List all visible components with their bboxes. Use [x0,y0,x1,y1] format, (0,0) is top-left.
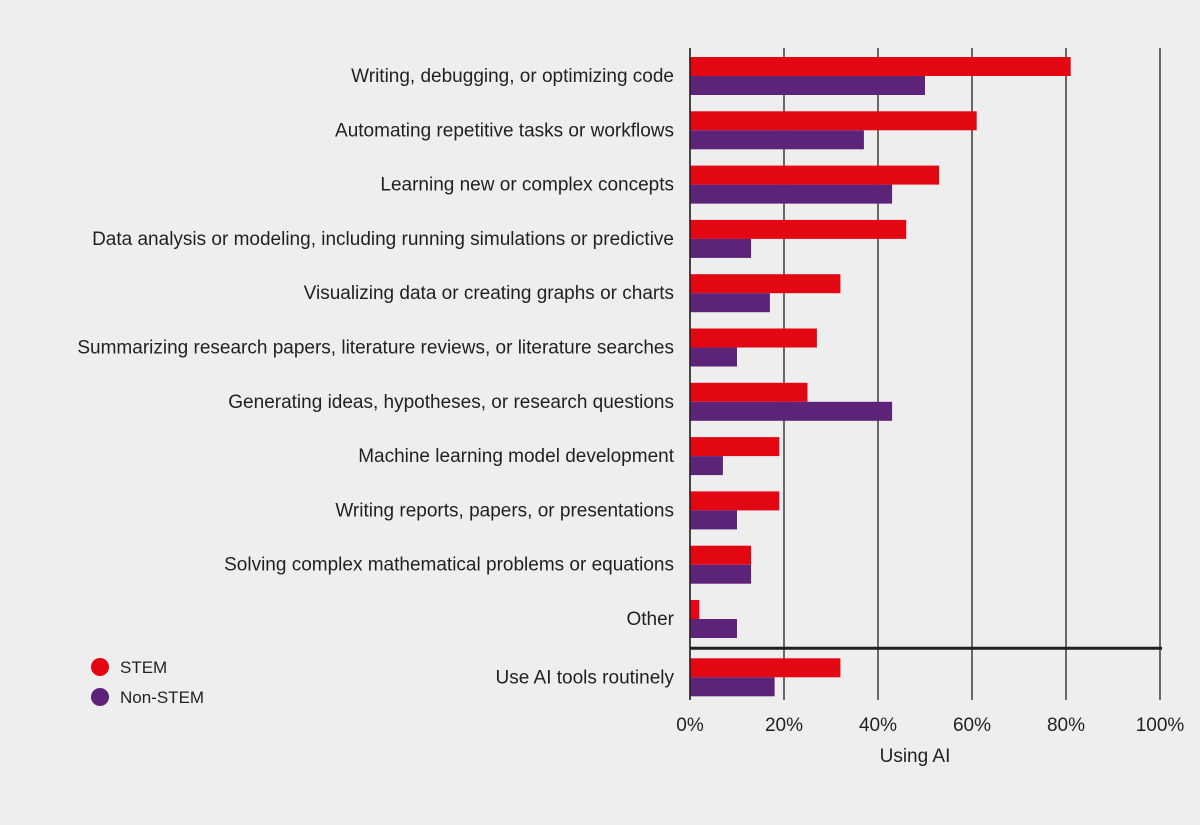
category-label: Other [626,609,674,630]
x-tick-label: 20% [765,715,803,736]
category-label: Learning new or complex concepts [380,175,674,196]
bar-non-stem [690,456,723,476]
category-label: Writing reports, papers, or presentation… [335,500,674,521]
bar-non-stem [690,619,737,638]
bar-stem [690,437,780,457]
bar-non-stem [690,76,925,95]
label-layer: 0% 20% 40% 60% 80% 100% Writing, debugging, or… [77,66,1184,736]
bar-stem [690,165,940,185]
bar-non-stem [690,677,775,697]
bar-stem [690,600,700,619]
x-tick-label: 80% [1047,715,1085,736]
category-label: Generating ideas, hypotheses, or researc… [228,392,674,413]
legend-label: STEM [120,658,167,677]
legend: STEM Non-STEM [91,658,204,707]
bar-non-stem [690,510,737,530]
category-label: Solving complex mathematical problems or… [224,555,674,576]
x-tick-label: 60% [953,715,991,736]
bar-layer [690,57,1071,697]
bar-stem [690,545,752,565]
legend-label: Non-STEM [120,688,204,707]
x-tick-label: 100% [1136,715,1185,736]
bar-non-stem [690,401,893,421]
legend-swatch [91,688,109,706]
bar-stem [690,219,907,239]
bar-stem [690,57,1071,76]
bar-stem [690,274,841,294]
bar-stem [690,111,977,131]
bar-stem [690,658,841,678]
bar-stem [690,491,780,511]
legend-swatch [91,658,109,676]
bar-non-stem [690,184,893,204]
x-axis-title: Using AI [880,746,951,767]
bar-non-stem [690,564,752,584]
x-tick-label: 0% [676,715,704,736]
category-label: Data analysis or modeling, including run… [92,229,674,250]
category-label: Machine learning model development [358,446,675,467]
category-label: Automating repetitive tasks or workflows [335,120,674,141]
bar-stem [690,328,817,348]
bar-non-stem [690,130,864,150]
x-tick-label: 40% [859,715,897,736]
bar-stem [690,382,808,402]
category-label: Use AI tools routinely [496,667,675,688]
category-label: Writing, debugging, or optimizing code [351,66,674,87]
category-label: Visualizing data or creating graphs or c… [304,283,674,304]
category-label: Summarizing research papers, literature … [77,338,674,359]
bar-non-stem [690,347,737,367]
bar-non-stem [690,293,770,313]
bar-non-stem [690,238,752,258]
axis-layer: Using AI [689,48,1162,767]
